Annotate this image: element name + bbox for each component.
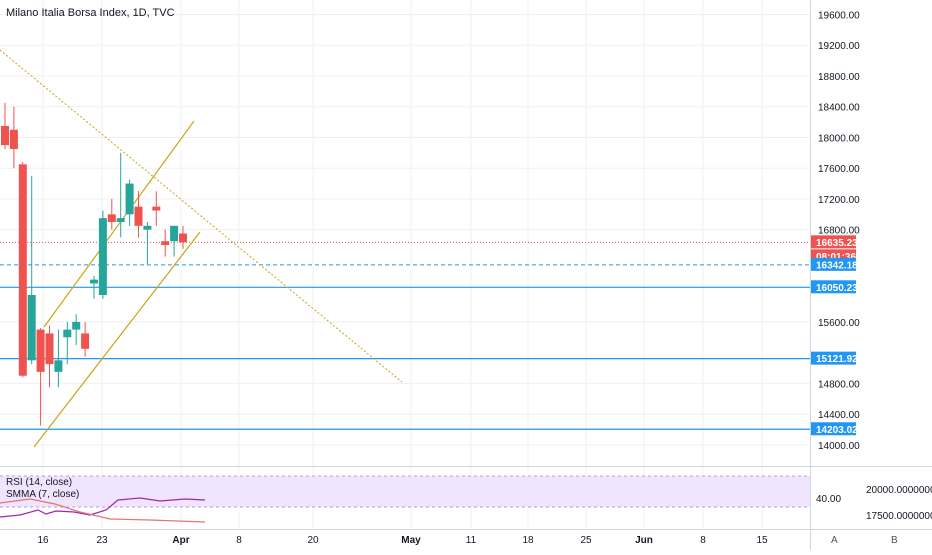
time-tick-label: 8 [700, 535, 706, 546]
auto-scale-button-a[interactable]: A [831, 535, 838, 546]
level-tag-3: 15121.92 [816, 354, 858, 365]
level-tag-3-bg [811, 351, 856, 365]
time-tick-label: 16 [37, 535, 49, 546]
level-tag-1: 16342.18 [816, 260, 858, 271]
candle-body[interactable] [54, 360, 63, 372]
time-tick-label: 18 [522, 535, 534, 546]
level-tag-2-bg [811, 280, 856, 294]
price-tick-label: 17600.00 [818, 164, 860, 175]
indicator-axis-tick-20000: 20000.00000000 [866, 485, 932, 496]
chart-title: Milano Italia Borsa Index, 1D, TVC [6, 7, 175, 19]
price-tick-label: 14400.00 [818, 410, 860, 421]
time-tick-label: 23 [96, 535, 108, 546]
time-tick-label: 20 [307, 535, 319, 546]
time-axis[interactable]: 16 23 Apr 8 20 May 11 18 25 Jun 8 15 [37, 535, 768, 546]
candle-body[interactable] [179, 233, 187, 243]
time-tick-label: 11 [466, 535, 477, 546]
candle-body[interactable] [9, 129, 18, 149]
candle-body[interactable] [143, 225, 152, 230]
candle-body[interactable] [63, 329, 72, 338]
candle-body[interactable] [116, 218, 125, 222]
scale-button-b[interactable]: B [891, 535, 898, 546]
candle-body[interactable] [161, 241, 170, 246]
rsi-label: RSI (14, close) [6, 477, 72, 488]
price-tick-label: 19200.00 [818, 41, 860, 52]
price-tick-label: 18400.00 [818, 103, 860, 114]
candlestick-series[interactable] [1, 102, 187, 426]
smma-line [0, 498, 206, 523]
candle-body[interactable] [45, 333, 54, 365]
price-tick-label: 18800.00 [818, 72, 860, 83]
main-pane[interactable] [0, 0, 810, 466]
level-tag-2: 16050.23 [816, 283, 858, 294]
candle-body[interactable] [152, 206, 161, 211]
rsi-tick-40: 40.00 [816, 494, 841, 505]
candle-body[interactable] [98, 218, 107, 296]
price-tick-label: 14000.00 [818, 441, 860, 452]
candle-body[interactable] [36, 329, 45, 372]
time-tick-label: 8 [236, 535, 242, 546]
time-tick-label: 15 [756, 535, 768, 546]
level-tag-1-bg [811, 257, 856, 271]
level-tag-4-bg [811, 422, 856, 436]
candle-body[interactable] [1, 125, 9, 146]
candle-body[interactable] [81, 333, 90, 349]
channel-upper-line[interactable] [43, 120, 195, 328]
indicator-axis-tick-17500: 17500.00000000 [866, 511, 932, 522]
price-tick-label: 17200.00 [818, 195, 860, 206]
last-price-tag: 16635.23 [816, 238, 858, 249]
countdown-tag: 08:01:36 [816, 252, 856, 263]
channel-lower-line[interactable] [33, 231, 201, 448]
time-tick-label: Jun [635, 535, 653, 546]
price-tick-label: 15600.00 [818, 318, 860, 329]
candle-body[interactable] [72, 321, 81, 330]
rsi-band [0, 476, 810, 507]
indicator-lines [0, 475, 810, 523]
price-tick-label: 18000.00 [818, 133, 860, 144]
candle-body[interactable] [107, 214, 116, 222]
candle-body[interactable] [90, 279, 98, 284]
price-axis[interactable]: 19600.00 19200.00 18800.00 18400.00 18000.00… [818, 11, 860, 452]
drawing-overlays[interactable] [0, 49, 810, 448]
candle-body[interactable] [18, 164, 27, 376]
price-tick-label: 16800.00 [818, 226, 860, 237]
candle-body[interactable] [170, 225, 179, 242]
last-price-tag-bg [811, 235, 856, 249]
candle-body[interactable] [27, 295, 36, 361]
time-tick-label: May [401, 535, 421, 546]
candle-body[interactable] [134, 206, 143, 226]
level-tag-4: 14203.02 [816, 425, 858, 436]
descending-trendline[interactable] [0, 49, 403, 383]
time-tick-label: Apr [172, 535, 189, 546]
smma-label: SMMA (7, close) [6, 489, 79, 500]
candle-body[interactable] [125, 183, 134, 215]
price-tick-label: 19600.00 [818, 11, 860, 22]
time-tick-label: 25 [580, 535, 592, 546]
rsi-line [0, 497, 206, 518]
price-tick-label: 14800.00 [818, 379, 860, 390]
